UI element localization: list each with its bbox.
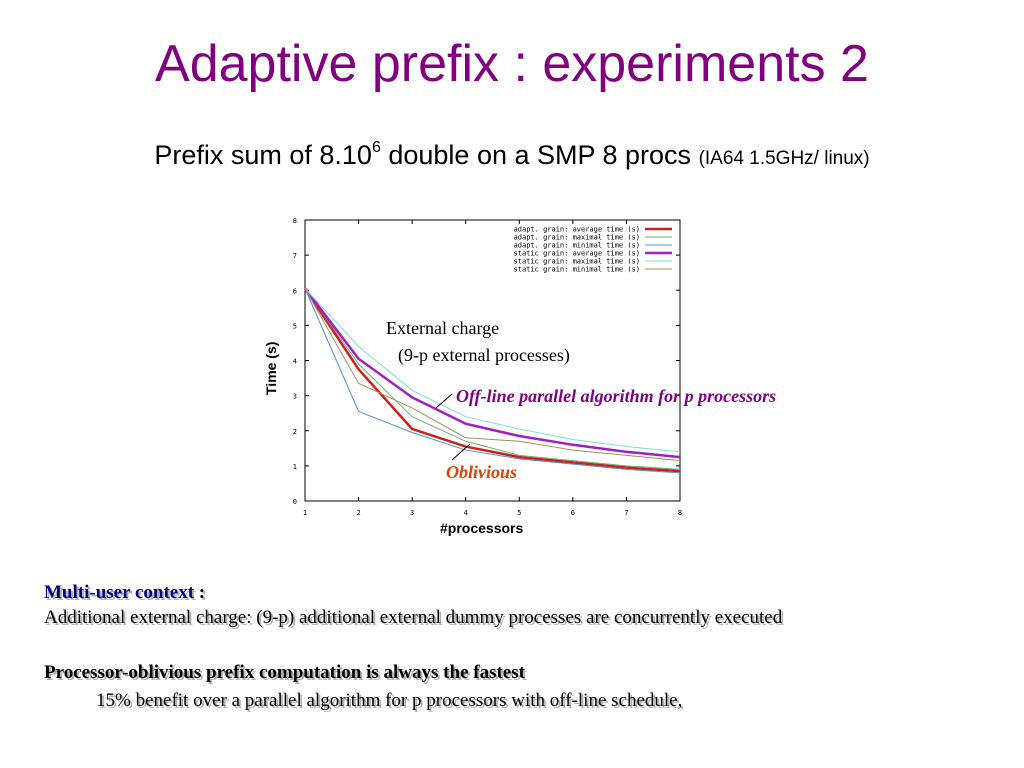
y-tick-label: 8 [293, 217, 297, 225]
x-tick-label: 2 [356, 509, 360, 517]
additional-charge-text: Additional external charge: (9-p) additi… [44, 607, 783, 628]
series-line-5 [304, 288, 681, 453]
y-tick-label: 6 [293, 287, 297, 295]
slide-subtitle: Prefix sum of 8.106 double on a SMP 8 pr… [0, 140, 1024, 169]
y-tick-label: 4 [293, 358, 297, 366]
x-axis-label: #processors [440, 520, 524, 536]
series-line-2 [304, 288, 681, 470]
subtitle-hardware: (IA64 1.5GHz/ linux) [698, 148, 870, 169]
chart-series [303, 287, 681, 474]
x-tick-label: 8 [678, 509, 682, 517]
subtitle-main: Prefix sum of 8.10 [154, 140, 372, 170]
y-tick-label: 3 [293, 393, 297, 401]
legend-entry-label: static grain: minimal time (s) [514, 266, 640, 274]
x-tick-label: 1 [303, 509, 307, 517]
offline-algorithm-label: Off-line parallel algorithm for p proces… [456, 386, 777, 406]
series-line-6 [304, 288, 681, 462]
legend-entry-label: adapt. grain: maximal time (s) [514, 234, 640, 242]
offline-arrow [435, 393, 453, 409]
legend-entry-label: adapt. grain: minimal time (s) [514, 242, 640, 250]
series-line-3 [304, 288, 681, 474]
oblivious-arrow [451, 443, 471, 461]
series-line-4 [304, 287, 681, 459]
legend-entry-label: adapt. grain: average time (s) [514, 226, 640, 234]
y-tick-label: 1 [293, 463, 297, 471]
y-tick-label: 2 [293, 428, 297, 436]
external-charge-label: External charge [386, 318, 500, 338]
x-tick-label: 5 [517, 509, 521, 517]
multi-user-colon: : [194, 582, 206, 603]
x-tick-label: 3 [410, 509, 414, 517]
series-line-1 [303, 287, 681, 473]
slide-title: Adaptive prefix : experiments 2 [155, 35, 869, 93]
annotation-arrows [435, 393, 471, 461]
external-processes-label: (9-p external processes) [398, 345, 570, 365]
y-tick-label: 5 [293, 322, 297, 330]
y-axis-label: Time (s) [263, 341, 279, 395]
x-tick-label: 6 [571, 509, 575, 517]
x-tick-label: 7 [624, 509, 628, 517]
y-tick-label: 7 [293, 252, 297, 260]
subtitle-rest: double on a SMP 8 procs [380, 140, 699, 170]
y-tick-label: 0 [293, 498, 297, 506]
x-tick-label: 4 [464, 509, 468, 517]
oblivious-fastest-text: Processor-oblivious prefix computation i… [44, 662, 525, 683]
subtitle-exponent: 6 [371, 139, 381, 156]
multi-user-label: Multi-user context [44, 582, 195, 603]
oblivious-label: Oblivious [446, 462, 518, 482]
multi-user-heading: Multi-user context : [44, 582, 205, 604]
legend-entry-label: static grain: average time (s) [514, 250, 640, 258]
legend-entry-label: static grain: maximal time (s) [514, 258, 640, 266]
benefit-text: 15% benefit over a parallel algorithm fo… [96, 690, 683, 711]
chart-legend: adapt. grain: average time (s)adapt. gra… [514, 226, 672, 274]
